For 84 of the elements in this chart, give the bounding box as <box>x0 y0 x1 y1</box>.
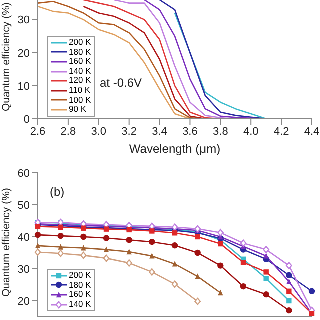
point <box>172 280 178 288</box>
point <box>308 288 316 294</box>
point <box>150 253 155 259</box>
point <box>194 298 202 306</box>
point <box>264 253 269 259</box>
y-tick-label: 40 <box>18 232 30 244</box>
legend-label: 140 K <box>69 66 92 76</box>
point <box>286 298 292 304</box>
point <box>104 246 110 252</box>
legend-label: 200 K <box>69 37 92 48</box>
point <box>126 248 132 255</box>
point <box>195 234 200 240</box>
x-tick-label: 2.6 <box>30 126 46 138</box>
point <box>194 225 202 233</box>
point <box>218 290 224 296</box>
line-series <box>174 12 267 119</box>
y-tick-label: 20 <box>18 296 30 308</box>
point <box>148 268 156 276</box>
x-tick-label: 2.8 <box>60 126 76 138</box>
point <box>172 242 178 249</box>
point <box>240 260 246 266</box>
x-tick-label: 4.0 <box>243 126 259 138</box>
line-series <box>113 0 237 119</box>
point <box>286 262 292 270</box>
point <box>172 261 178 267</box>
legend-label: 110 K <box>69 84 91 96</box>
x-tick-label: 3.6 <box>182 126 198 138</box>
point <box>34 232 42 238</box>
legend-label: 90 K <box>69 104 86 115</box>
point <box>126 260 133 267</box>
x-tick-label: 3.8 <box>213 126 228 138</box>
annotation: (b) <box>50 185 65 199</box>
point <box>35 242 41 249</box>
point <box>217 229 224 237</box>
y-tick-label: 50 <box>18 200 30 212</box>
point <box>218 241 224 247</box>
point <box>264 276 269 282</box>
point <box>286 278 292 284</box>
point <box>126 237 132 244</box>
y-tick-label: 0 <box>24 114 30 126</box>
legend-label: 160 K <box>69 289 92 300</box>
legend-label: 200 K <box>69 270 92 281</box>
point <box>172 230 178 236</box>
legend-label: 100 K <box>69 94 92 106</box>
point <box>103 235 110 242</box>
y-tick-label: 60 <box>18 168 30 180</box>
point <box>81 245 86 251</box>
legend-label: 160 K <box>69 56 92 67</box>
point <box>218 262 224 269</box>
legend-label: 180 K <box>69 280 92 290</box>
point <box>286 272 292 278</box>
point <box>149 239 156 246</box>
point <box>34 248 42 256</box>
annotation: at -0.6V <box>100 76 142 90</box>
point <box>263 246 270 254</box>
legend-label: 120 K <box>69 75 92 86</box>
point <box>263 292 270 298</box>
point <box>195 274 200 280</box>
point <box>240 240 247 248</box>
y-tick-label: 30 <box>18 264 30 276</box>
point <box>80 252 87 260</box>
y-tick-label: 10 <box>18 80 30 93</box>
point <box>286 308 292 314</box>
point <box>240 284 247 290</box>
point <box>80 234 87 240</box>
point <box>35 224 41 230</box>
point <box>58 250 64 258</box>
x-tick-label: 4.4 <box>304 126 320 138</box>
point <box>58 232 64 240</box>
y-tick-label: 20 <box>18 48 30 60</box>
point <box>264 270 269 275</box>
y-axis-title: Quantum efficiency (%) <box>0 2 13 112</box>
x-tick-label: 3.0 <box>91 126 107 138</box>
y-axis-title: Quantum efficiency (%) <box>0 188 13 297</box>
point <box>194 250 201 256</box>
x-tick-label: 3.4 <box>152 126 168 138</box>
legend-label: 180 K <box>69 46 92 58</box>
x-tick-label: 3.2 <box>122 126 137 138</box>
x-tick-label: 4.2 <box>274 126 290 138</box>
point <box>58 244 64 250</box>
point <box>103 254 110 262</box>
point <box>286 288 292 294</box>
legend-label: 140 K <box>69 298 92 310</box>
y-tick-label: 30 <box>18 14 30 27</box>
